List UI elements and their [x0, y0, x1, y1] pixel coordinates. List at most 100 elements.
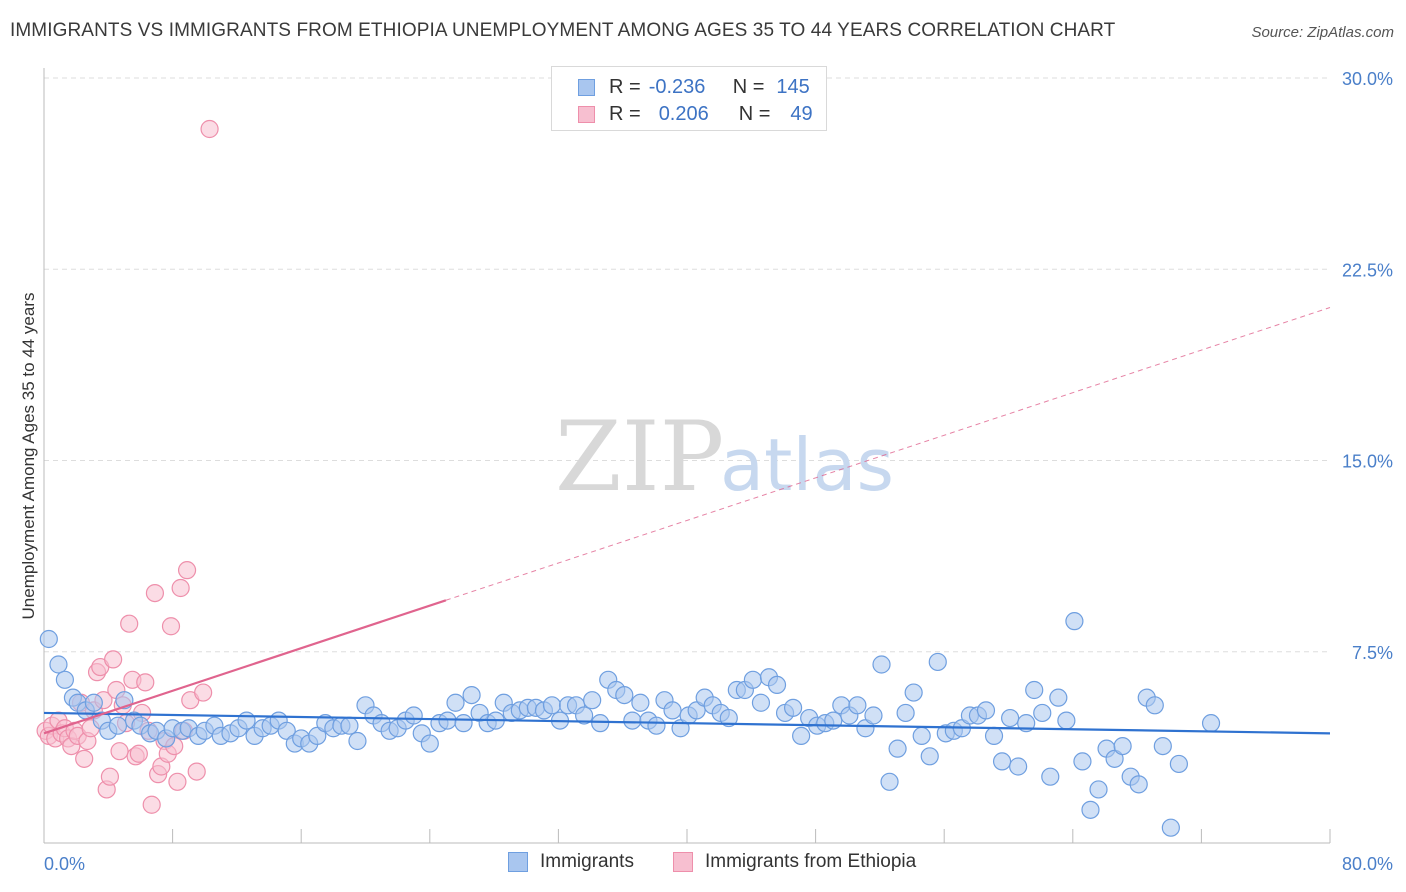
immigrants-point	[49, 655, 68, 674]
immigrants-point	[848, 696, 867, 715]
immigrants-point	[920, 747, 939, 766]
y-tick-label: 7.5%	[1352, 643, 1393, 663]
legend-swatch-blue	[578, 78, 595, 96]
y-tick-label: 22.5%	[1342, 260, 1393, 280]
legend-row-immigrants: R = -0.236 N = 145	[578, 75, 810, 99]
immigrants-point	[1057, 711, 1076, 730]
immigrants-point	[1081, 800, 1100, 819]
immigrants-point	[108, 716, 128, 735]
immigrants-point	[340, 716, 359, 735]
immigrants-point	[631, 693, 650, 712]
immigrants-point	[992, 752, 1012, 771]
immigrants-point	[1169, 754, 1188, 774]
immigrants-point	[438, 711, 457, 730]
immigrants-point	[792, 726, 811, 746]
immigrants-point	[462, 685, 481, 705]
y-axis-label: Unemployment Among Ages 35 to 44 years	[19, 293, 38, 620]
correlation-legend: R = -0.236 N = 145 R = 0.206 N = 49	[551, 66, 827, 131]
series-ethiopia-points	[36, 119, 219, 814]
ethiopia-point	[100, 767, 120, 786]
x-tick-label-min: 0.0%	[44, 854, 85, 874]
ethiopia-trend-line-solid	[43, 599, 447, 735]
y-tick-label: 15.0%	[1342, 452, 1393, 472]
immigrants-point	[751, 693, 771, 712]
ethiopia-trend-line-dashed	[445, 307, 1331, 601]
immigrants-point	[623, 711, 642, 730]
immigrants-point	[888, 739, 907, 758]
legend-r-value: 0.206	[658, 102, 709, 125]
ethiopia-point	[129, 744, 148, 763]
immigrants-point	[976, 701, 996, 720]
immigrants-point	[647, 716, 666, 735]
immigrants-point	[1201, 714, 1221, 733]
ethiopia-point	[177, 561, 197, 580]
immigrants-point	[783, 698, 803, 717]
ethiopia-point	[171, 578, 190, 598]
x-tick-label-max: 80.0%	[1342, 854, 1393, 874]
ethiopia-point	[187, 762, 206, 781]
legend-item-immigrants[interactable]: Immigrants	[508, 851, 634, 873]
immigrants-point	[1113, 736, 1132, 756]
immigrants-point	[591, 714, 610, 733]
immigrants-point	[1153, 736, 1172, 756]
ethiopia-point	[200, 119, 219, 139]
legend-n-label: N =	[738, 102, 771, 125]
trend-lines	[43, 307, 1331, 735]
ethiopia-point	[145, 583, 165, 603]
immigrants-point	[928, 652, 947, 672]
immigrants-point	[1001, 708, 1020, 728]
legend-r-label: R =	[609, 75, 641, 98]
immigrants-point	[404, 706, 423, 725]
immigrants-point	[615, 685, 634, 705]
immigrants-point	[864, 706, 883, 725]
immigrants-point	[1033, 703, 1052, 723]
immigrants-point	[575, 706, 594, 725]
immigrants-trend-line	[43, 711, 1331, 735]
ethiopia-point	[136, 673, 155, 692]
legend-r-label: R =	[609, 102, 641, 125]
immigrants-point	[1073, 752, 1092, 771]
immigrants-point	[1145, 696, 1164, 715]
immigrants-point	[237, 711, 256, 730]
immigrants-point	[984, 726, 1004, 746]
immigrants-point	[872, 655, 891, 674]
immigrants-point	[743, 670, 763, 689]
y-tick-label: 30.0%	[1342, 69, 1393, 89]
immigrants-point	[1049, 688, 1068, 707]
immigrants-point	[454, 714, 473, 733]
immigrants-point	[1065, 612, 1084, 631]
immigrants-point	[1025, 680, 1044, 700]
ethiopia-point	[75, 749, 94, 768]
immigrants-point	[39, 629, 58, 649]
watermark-zip: ZIP	[555, 401, 724, 513]
immigrants-point	[583, 691, 602, 710]
immigrants-point	[420, 734, 439, 753]
legend-label-immigrants: Immigrants	[540, 851, 634, 872]
chart-title: IMMIGRANTS VS IMMIGRANTS FROM ETHIOPIA U…	[10, 20, 1116, 41]
immigrants-point	[1041, 767, 1060, 786]
immigrants-point	[880, 772, 899, 791]
immigrants-point	[348, 731, 367, 751]
legend-item-ethiopia[interactable]: Immigrants from Ethiopia	[673, 851, 916, 873]
immigrants-point	[542, 696, 562, 715]
immigrants-point	[1129, 775, 1148, 794]
ethiopia-point	[142, 795, 161, 814]
immigrants-point	[1009, 757, 1028, 776]
immigrants-point	[1161, 818, 1180, 837]
legend-n-label: N =	[732, 75, 765, 98]
ethiopia-point	[168, 772, 187, 791]
legend-n-value: 49	[790, 102, 813, 125]
legend-swatch-immigrants	[508, 852, 528, 872]
immigrants-point	[446, 693, 465, 712]
y-tick-labels: 7.5% 15.0% 22.5% 30.0%	[1342, 69, 1393, 663]
legend-row-ethiopia: R = 0.206 N = 49	[578, 102, 813, 126]
x-ticks	[172, 829, 1331, 843]
legend-swatch-pink	[578, 105, 595, 123]
ethiopia-point	[194, 683, 213, 702]
immigrants-point	[896, 703, 915, 723]
legend-label-ethiopia: Immigrants from Ethiopia	[705, 851, 917, 872]
grid-lines	[44, 77, 1330, 653]
immigrants-point	[904, 683, 923, 702]
series-immigrants-points	[39, 612, 1221, 837]
